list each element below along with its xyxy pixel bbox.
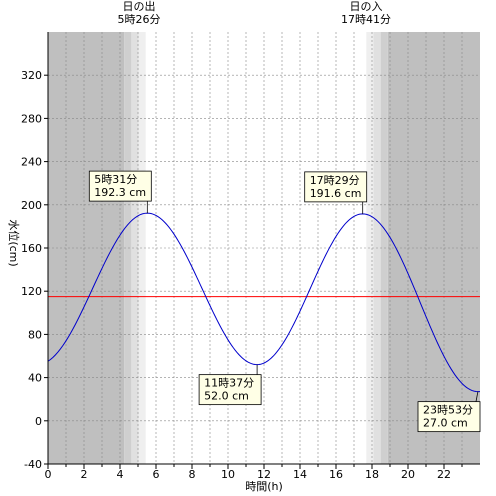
x-tick-label: 20 xyxy=(401,468,415,481)
sunrise-label: 日の出 xyxy=(123,0,156,13)
series-group xyxy=(47,212,480,393)
y-tick-label: 320 xyxy=(21,69,42,82)
twilight-band-morning-3 xyxy=(138,32,146,464)
y-tick-label: 160 xyxy=(21,242,42,255)
x-tick-label: 22 xyxy=(437,468,451,481)
annotation-box xyxy=(198,374,262,406)
series-line-0 xyxy=(47,212,480,393)
y-tick-label: 120 xyxy=(21,285,42,298)
x-tick-label: 2 xyxy=(81,468,88,481)
y-tick-label: 80 xyxy=(28,328,42,341)
sunset-label: 日の入 xyxy=(350,0,383,13)
annotation-value: 52.0 cm xyxy=(204,390,249,403)
x-tick-label: 14 xyxy=(293,468,307,481)
annotation-value: 27.0 cm xyxy=(423,417,468,430)
annotation-value: 192.3 cm xyxy=(94,186,146,199)
x-tick-label: 6 xyxy=(153,468,160,481)
grid-lines xyxy=(48,32,480,464)
twilight-band-morning-1 xyxy=(124,32,132,464)
y-tick-label: 200 xyxy=(21,199,42,212)
x-tick-label: 0 xyxy=(45,468,52,481)
annotation-time: 23時53分 xyxy=(423,404,473,417)
x-tick-label: 12 xyxy=(257,468,271,481)
sunrise-time: 5時26分 xyxy=(118,13,161,26)
x-tick-label: 8 xyxy=(189,468,196,481)
twilight-band-morning-2 xyxy=(131,32,139,464)
annotation-time: 11時37分 xyxy=(204,377,254,390)
annotation-pointer xyxy=(475,391,479,402)
y-tick-label: -40 xyxy=(24,458,42,471)
annotation-box xyxy=(417,401,481,433)
x-axis-title: 時間(h) xyxy=(245,480,283,493)
annotation-time: 17時29分 xyxy=(310,174,360,187)
x-tick-label: 18 xyxy=(365,468,379,481)
annotation-box xyxy=(304,171,368,203)
annotation-time: 5時31分 xyxy=(94,173,137,186)
axes: 0 2 4 6 8 10 12 14 16 18 20 22-40040801201602002402… xyxy=(21,32,480,481)
sunset-time: 17時41分 xyxy=(341,13,391,26)
x-tick-label: 4 xyxy=(117,468,124,481)
y-tick-label: 40 xyxy=(28,372,42,385)
y-tick-label: 240 xyxy=(21,156,42,169)
annotation-value: 191.6 cm xyxy=(310,187,362,200)
y-tick-label: 0 xyxy=(35,415,42,428)
x-tick-label: 10 xyxy=(221,468,235,481)
y-axis-title: 水位(cm) xyxy=(7,219,21,266)
annotation-box xyxy=(88,170,152,202)
x-tick-label: 16 xyxy=(329,468,343,481)
y-tick-label: 280 xyxy=(21,112,42,125)
